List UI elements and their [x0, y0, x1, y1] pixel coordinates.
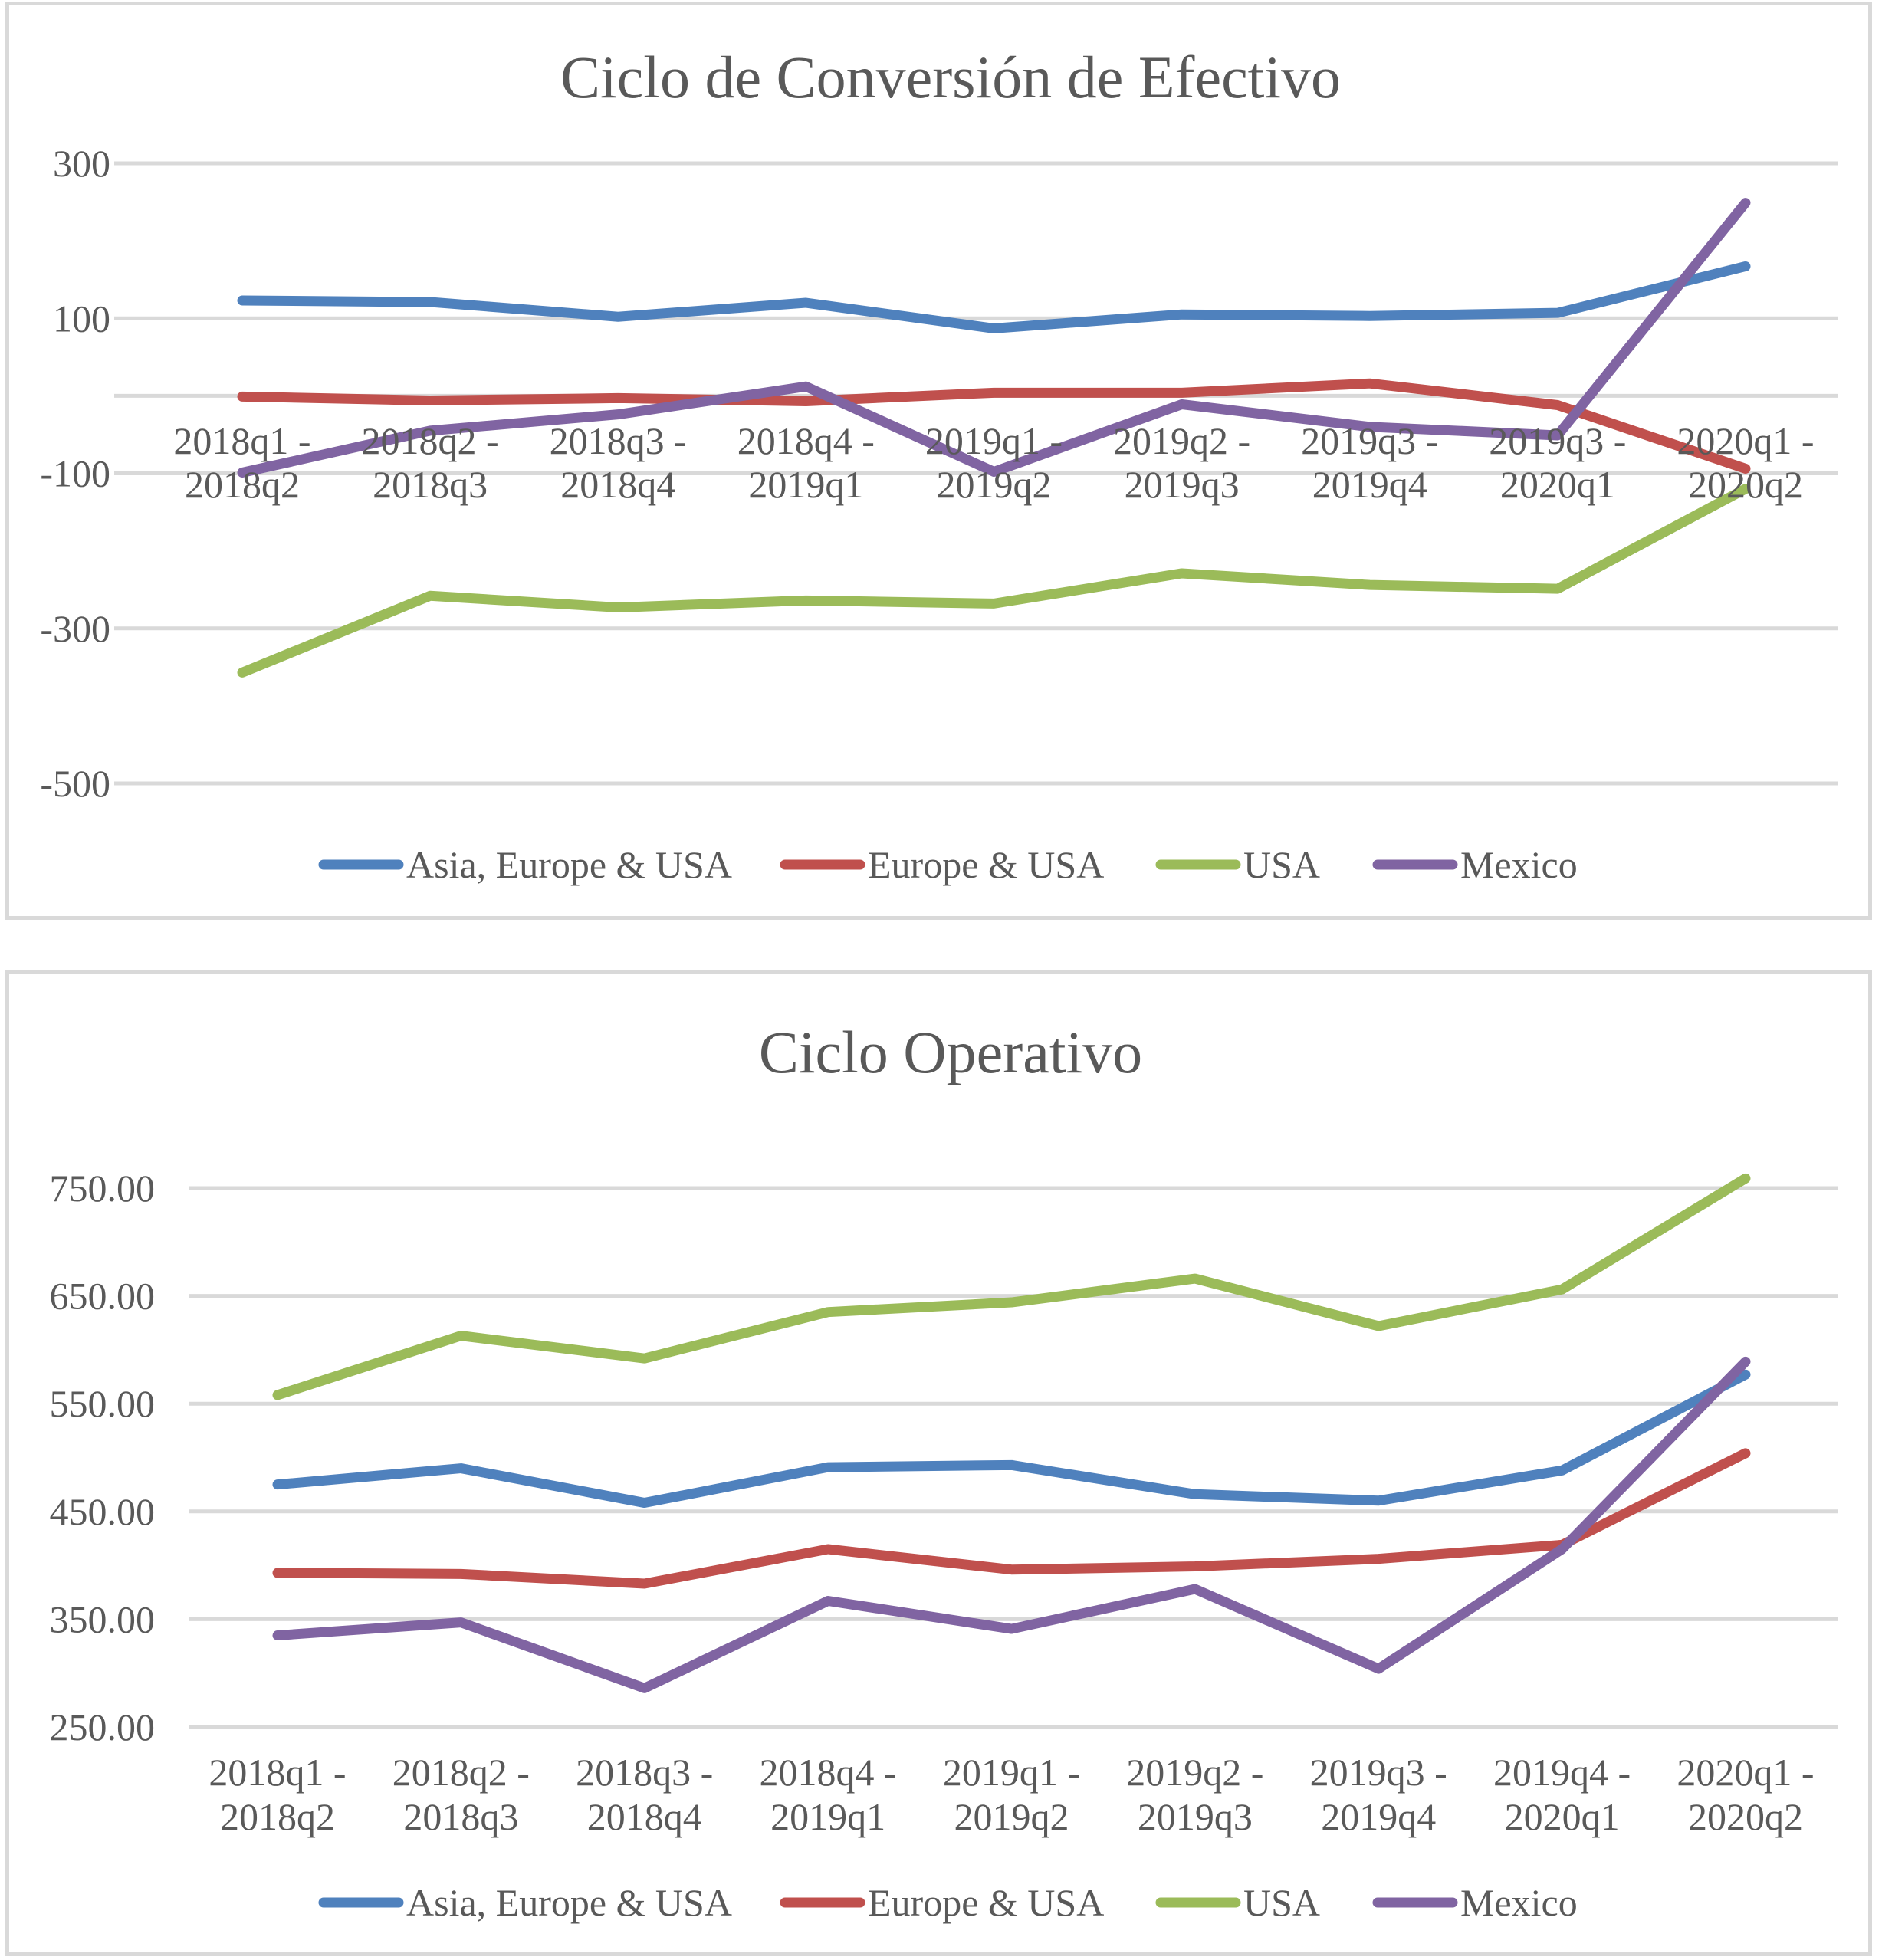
legend-label: Mexico	[1460, 843, 1578, 886]
series-lines	[278, 1178, 1746, 1688]
legend-item[interactable]: Asia, Europe & USA	[324, 1881, 732, 1924]
series-line-asia-europe-usa	[278, 1374, 1746, 1502]
legend-item[interactable]: Mexico	[1378, 1881, 1578, 1924]
y-axis-ticks: 300 100 -100 -300 -500	[40, 142, 110, 805]
legend-label: Europe & USA	[868, 843, 1104, 886]
x-tick-label: 2018q1 -	[209, 1751, 346, 1794]
legend-label: Europe & USA	[868, 1881, 1104, 1924]
chart-canvas: Ciclo Operativo 750.00 650.00 550.00 450.00…	[9, 974, 1876, 1960]
y-tick-label: -500	[40, 762, 110, 805]
series-line-usa	[278, 1178, 1746, 1395]
y-axis-ticks: 750.00 650.00 550.00 450.00 350.00 250.00	[50, 1167, 156, 1748]
x-tick-label: 2019q1	[770, 1795, 885, 1838]
legend-label: USA	[1243, 1881, 1320, 1924]
x-tick-label: 2019q2 -	[1113, 419, 1250, 462]
legend-label: Mexico	[1460, 1881, 1578, 1924]
cash-conversion-cycle-chart: Ciclo de Conversión de Efectivo 300 100 -1…	[5, 2, 1872, 920]
series-line-usa	[242, 489, 1746, 673]
x-tick-label: 2018q2	[220, 1795, 335, 1838]
legend-item[interactable]: Mexico	[1378, 843, 1578, 886]
x-tick-label: 2018q2	[185, 463, 300, 506]
x-tick-label: 2018q3 -	[576, 1751, 713, 1794]
x-tick-label: 2019q4 -	[1493, 1751, 1631, 1794]
x-tick-label: 2019q1	[748, 463, 863, 506]
x-tick-label: 2019q1 -	[943, 1751, 1080, 1794]
x-tick-label: 2019q3	[1138, 1795, 1253, 1838]
x-tick-label: 2019q1 -	[925, 419, 1063, 462]
x-tick-label: 2018q2 -	[362, 419, 499, 462]
x-tick-label: 2018q3	[403, 1795, 518, 1838]
x-tick-label: 2019q2 -	[1126, 1751, 1263, 1794]
x-tick-label: 2019q3 -	[1301, 419, 1438, 462]
x-tick-label: 2020q2	[1688, 463, 1803, 506]
y-tick-label: 350.00	[50, 1597, 156, 1640]
y-tick-label: 300	[53, 142, 110, 185]
x-tick-label: 2018q3	[373, 463, 488, 506]
y-tick-label: 450.00	[50, 1490, 156, 1533]
y-tick-label: 250.00	[50, 1706, 156, 1748]
y-tick-label: -100	[40, 452, 110, 495]
legend-item[interactable]: USA	[1161, 1881, 1320, 1924]
x-tick-label: 2019q4	[1321, 1795, 1436, 1838]
chart-canvas: Ciclo de Conversión de Efectivo 300 100 -1…	[9, 5, 1876, 924]
legend: Asia, Europe & USA Europe & USA USA Mexico	[324, 843, 1578, 886]
x-tick-label: 2020q1 -	[1677, 419, 1814, 462]
legend-item[interactable]: Asia, Europe & USA	[324, 843, 732, 886]
y-tick-label: 550.00	[50, 1382, 156, 1425]
x-tick-label: 2018q3 -	[550, 419, 687, 462]
x-tick-label: 2019q2	[954, 1795, 1069, 1838]
chart-title: Ciclo de Conversión de Efectivo	[560, 44, 1341, 110]
legend-label: Asia, Europe & USA	[406, 843, 732, 886]
x-tick-label: 2020q1 -	[1677, 1751, 1814, 1794]
chart-title: Ciclo Operativo	[759, 1019, 1142, 1085]
x-tick-label: 2018q4 -	[760, 1751, 897, 1794]
x-tick-label: 2019q3 -	[1489, 419, 1626, 462]
x-tick-label: 2019q3	[1125, 463, 1240, 506]
x-tick-label: 2019q3 -	[1310, 1751, 1447, 1794]
x-tick-label: 2020q2	[1688, 1795, 1803, 1838]
legend-label: USA	[1243, 843, 1320, 886]
x-tick-label: 2019q4	[1312, 463, 1427, 506]
x-tick-label: 2018q4	[560, 463, 675, 506]
legend-item[interactable]: Europe & USA	[785, 1881, 1104, 1924]
x-tick-label: 2020q1	[1505, 1795, 1620, 1838]
y-tick-label: 650.00	[50, 1275, 156, 1318]
legend-item[interactable]: Europe & USA	[785, 843, 1104, 886]
legend: Asia, Europe & USA Europe & USA USA Mexico	[324, 1881, 1578, 1924]
x-tick-label: 2019q2	[937, 463, 1052, 506]
x-tick-label: 2018q1 -	[173, 419, 310, 462]
x-tick-label: 2018q4	[587, 1795, 702, 1838]
y-tick-label: -300	[40, 607, 110, 650]
series-line-mexico	[278, 1361, 1746, 1688]
legend-label: Asia, Europe & USA	[406, 1881, 732, 1924]
operating-cycle-chart: Ciclo Operativo 750.00 650.00 550.00 450.00…	[5, 970, 1872, 1956]
y-tick-label: 100	[53, 297, 110, 340]
y-tick-label: 750.00	[50, 1167, 156, 1210]
x-tick-label: 2018q4 -	[737, 419, 875, 462]
x-tick-label: 2020q1	[1500, 463, 1615, 506]
x-tick-label: 2018q2 -	[392, 1751, 530, 1794]
legend-item[interactable]: USA	[1161, 843, 1320, 886]
